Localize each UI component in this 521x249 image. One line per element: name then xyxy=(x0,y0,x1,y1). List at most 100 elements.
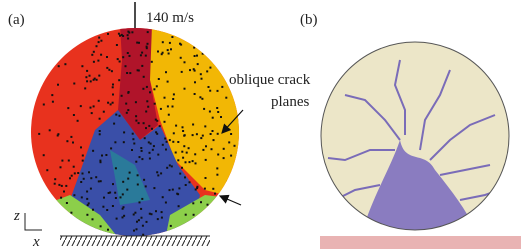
debris-dot xyxy=(145,55,147,57)
debris-dot xyxy=(157,51,159,53)
debris-dot xyxy=(161,217,163,219)
debris-dot xyxy=(183,135,185,137)
debris-dot xyxy=(99,118,101,120)
debris-dot xyxy=(145,127,147,129)
debris-dot xyxy=(216,174,218,176)
debris-dot xyxy=(114,141,116,143)
debris-dot xyxy=(122,208,124,210)
debris-dot xyxy=(146,221,148,223)
debris-dot xyxy=(112,94,114,96)
debris-dot xyxy=(91,54,93,56)
debris-dot xyxy=(90,177,92,179)
debris-dot xyxy=(192,202,194,204)
debris-dot xyxy=(93,79,95,81)
fragment-map xyxy=(28,25,245,240)
debris-dot xyxy=(172,189,174,191)
debris-dot xyxy=(112,102,114,104)
debris-dot xyxy=(112,86,114,88)
debris-dot xyxy=(202,135,204,137)
debris-dot xyxy=(142,88,144,90)
debris-dot xyxy=(122,181,124,183)
debris-dot xyxy=(46,169,48,171)
debris-dot xyxy=(123,141,125,143)
debris-dot xyxy=(181,151,183,153)
debris-dot xyxy=(96,79,98,81)
debris-dot xyxy=(184,88,186,90)
debris-dot xyxy=(141,65,143,67)
debris-dot xyxy=(170,48,172,50)
debris-dot xyxy=(86,70,88,72)
debris-dot xyxy=(100,225,102,227)
debris-dot xyxy=(162,144,164,146)
debris-dot xyxy=(88,171,90,173)
debris-dot xyxy=(201,78,203,80)
debris-dot xyxy=(92,150,94,152)
debris-dot xyxy=(103,111,105,113)
debris-dot xyxy=(169,42,171,44)
debris-dot xyxy=(180,44,182,46)
debris-dot xyxy=(167,49,169,51)
debris-dot xyxy=(228,141,230,143)
debris-dot xyxy=(181,71,183,73)
debris-dot xyxy=(189,69,191,71)
debris-dot xyxy=(169,139,171,141)
crack-map xyxy=(321,42,509,240)
debris-dot xyxy=(137,69,139,71)
debris-dot xyxy=(97,60,99,62)
debris-dot xyxy=(135,161,137,163)
debris-dot xyxy=(86,80,88,82)
velocity-label: 140 m/s xyxy=(146,10,194,26)
debris-dot xyxy=(138,122,140,124)
debris-dot xyxy=(82,173,84,175)
debris-dot xyxy=(160,172,162,174)
debris-dot xyxy=(148,141,150,143)
debris-dot xyxy=(119,35,121,37)
debris-dot xyxy=(115,167,117,169)
debris-dot xyxy=(212,117,214,119)
debris-dot xyxy=(135,101,137,103)
debris-dot xyxy=(212,188,214,190)
debris-dot xyxy=(172,106,174,108)
debris-dot xyxy=(153,145,155,147)
debris-dot xyxy=(204,188,206,190)
debris-dot xyxy=(149,158,151,160)
debris-dot xyxy=(230,155,232,157)
debris-dot xyxy=(110,147,112,149)
debris-dot xyxy=(70,136,72,138)
debris-dot xyxy=(167,105,169,107)
debris-dot xyxy=(206,70,208,72)
debris-dot xyxy=(217,111,219,113)
debris-dot xyxy=(90,188,92,190)
debris-dot xyxy=(184,176,186,178)
debris-dot xyxy=(90,107,92,109)
debris-dot xyxy=(234,145,236,147)
debris-dot xyxy=(98,37,100,39)
debris-dot xyxy=(143,179,145,181)
debris-dot xyxy=(165,71,167,73)
debris-dot xyxy=(100,54,102,56)
debris-dot xyxy=(150,143,152,145)
debris-dot xyxy=(141,217,143,219)
debris-dot xyxy=(168,53,170,55)
debris-dot xyxy=(98,180,100,182)
debris-dot xyxy=(164,121,166,123)
debris-dot xyxy=(200,73,202,75)
debris-dot xyxy=(204,125,206,127)
debris-dot xyxy=(77,120,79,122)
debris-dot xyxy=(139,201,141,203)
debris-dot xyxy=(149,152,151,154)
debris-dot xyxy=(210,133,212,135)
debris-dot xyxy=(148,125,150,127)
debris-dot xyxy=(192,160,194,162)
debris-dot xyxy=(157,174,159,176)
debris-dot xyxy=(127,178,129,180)
debris-dot xyxy=(98,100,100,102)
debris-dot xyxy=(127,52,129,54)
debris-dot xyxy=(73,194,75,196)
debris-dot xyxy=(80,181,82,183)
debris-dot xyxy=(109,192,111,194)
debris-dot xyxy=(142,234,144,236)
debris-dot xyxy=(172,141,174,143)
debris-dot xyxy=(84,87,86,89)
debris-dot xyxy=(207,204,209,206)
